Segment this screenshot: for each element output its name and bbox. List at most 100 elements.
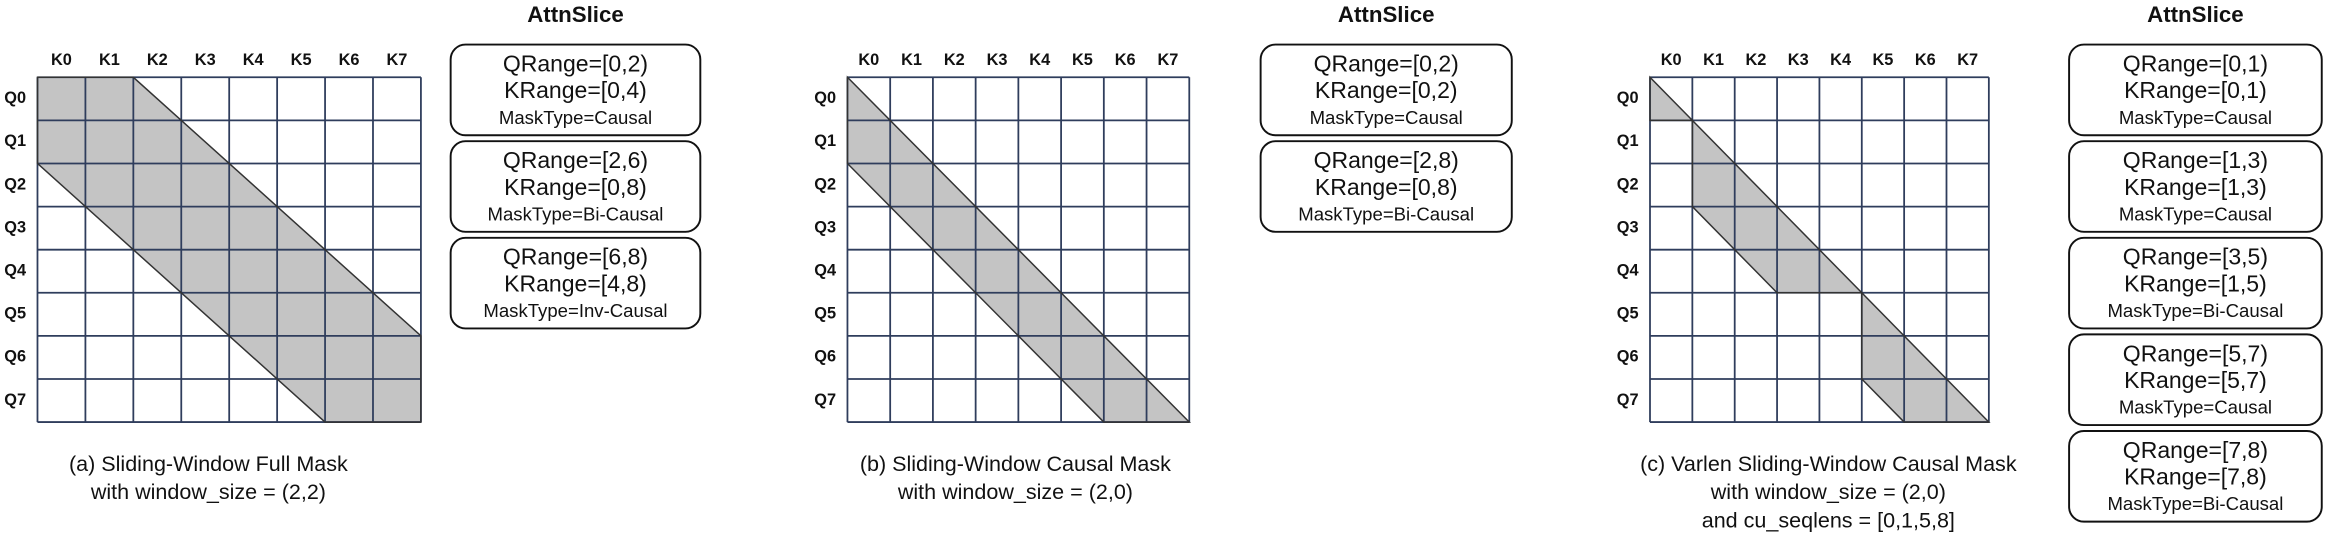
panel: K0 K1 K2 K3 K4 K5 K6 K7 Q0 Q1 Q2 Q3 Q4 Q5 Q6 Q7 AttnSlic… [1617,2,2323,532]
mask-outline [1861,290,1991,423]
row-label: Q1 [814,132,836,150]
column-label: K7 [387,51,408,69]
column-label: K5 [1873,51,1894,69]
mask-type: MaskType=Bi-Causal [2107,300,2283,321]
q-range: QRange=[0,1) [2123,50,2268,76]
row-label: Q6 [814,348,836,366]
row-label: Q1 [1617,132,1639,150]
slices-title: AttnSlice [2147,2,2244,27]
column-label: K5 [1072,51,1093,69]
row-label: Q2 [4,175,26,193]
row-label: Q7 [814,391,836,409]
caption: with window_size = (2,0) [1710,480,1946,504]
k-range: KRange=[1,3) [2124,174,2267,200]
mask-type: MaskType=Causal [1310,107,1463,128]
k-range: KRange=[0,8) [1315,174,1458,200]
column-label: K4 [1830,51,1851,69]
q-range: QRange=[2,8) [1314,147,1459,173]
column-label: K4 [1029,51,1050,69]
q-range: QRange=[2,6) [503,147,648,173]
caption: (c) Varlen Sliding-Window Causal Mask [1640,452,2017,476]
k-range: KRange=[0,1) [2124,77,2267,103]
slice-box [449,140,702,233]
k-range: KRange=[1,5) [2124,270,2267,296]
column-label: K6 [339,51,360,69]
q-range: QRange=[5,7) [2123,340,2268,366]
caption: and cu_seqlens = [0,1,5,8] [1702,508,1955,532]
column-label: K3 [1788,51,1809,69]
column-label: K1 [1703,51,1724,69]
row-label: Q6 [4,348,26,366]
mask-outline [36,76,422,423]
slice-box [2068,236,2323,330]
row-label: Q6 [1617,348,1639,366]
column-label: K0 [51,51,72,69]
row-label: Q3 [4,218,26,236]
row-label: Q0 [814,89,836,107]
mask-type: MaskType=Causal [2119,107,2272,128]
column-label: K5 [291,51,312,69]
row-label: Q7 [1617,391,1639,409]
caption: (a) Sliding-Window Full Mask [69,452,348,476]
slice-box [1259,140,1513,233]
mask-type: MaskType=Causal [2119,397,2272,418]
mask-type: MaskType=Causal [2119,203,2272,224]
k-range: KRange=[5,7) [2124,367,2267,393]
mask-type: MaskType=Bi-Causal [2107,493,2283,514]
row-label: Q0 [1617,89,1639,107]
column-label: K2 [944,51,965,69]
row-label: Q3 [814,218,836,236]
caption: (b) Sliding-Window Causal Mask [860,452,1171,476]
column-label: K1 [99,51,120,69]
row-label: Q3 [1617,218,1639,236]
k-range: KRange=[0,8) [504,174,647,200]
q-range: QRange=[3,5) [2123,244,2268,270]
row-label: Q1 [4,132,26,150]
k-range: KRange=[0,2) [1315,77,1458,103]
row-label: Q0 [4,89,26,107]
slices-title: AttnSlice [527,2,624,27]
k-range: KRange=[7,8) [2124,464,2267,490]
slice-box [2068,333,2323,427]
row-label: Q5 [1617,305,1639,323]
row-label: Q5 [4,305,26,323]
panel: K0 K1 K2 K3 K4 K5 K6 K7 Q0 Q1 Q2 Q3 Q4 Q5 Q6 Q7 AttnSlic… [814,2,1513,504]
slice-box [449,43,702,137]
k-range: KRange=[0,4) [504,77,647,103]
slice-box [1259,43,1513,137]
row-label: Q4 [1617,262,1639,280]
q-range: QRange=[7,8) [2123,437,2268,463]
mask-type: MaskType=Inv-Causal [483,300,667,321]
panel: K0 K1 K2 K3 K4 K5 K6 K7 Q0 Q1 Q2 Q3 Q4 Q5 Q6 Q7 AttnSlic… [4,2,702,504]
mask-outline [1649,75,1695,122]
row-label: Q5 [814,305,836,323]
mask-outline [1691,118,1864,294]
column-label: K2 [1745,51,1766,69]
column-label: K6 [1915,51,1936,69]
row-label: Q4 [4,262,26,280]
slice-box [2068,43,2323,137]
column-label: K0 [858,51,879,69]
column-label: K0 [1661,51,1682,69]
slice-box [2068,140,2323,233]
mask-type: MaskType=Causal [499,107,652,128]
row-label: Q2 [814,175,836,193]
mask-type: MaskType=Bi-Causal [488,203,664,224]
caption: with window_size = (2,0) [897,480,1133,504]
mask-type: MaskType=Bi-Causal [1298,203,1474,224]
q-range: QRange=[0,2) [1314,50,1459,76]
mask-outline [846,75,1192,423]
q-range: QRange=[0,2) [503,50,648,76]
slice-box [2068,430,2323,523]
q-range: QRange=[6,8) [503,244,648,270]
column-label: K1 [901,51,922,69]
slices-title: AttnSlice [1338,2,1435,27]
k-range: KRange=[4,8) [504,270,647,296]
q-range: QRange=[1,3) [2123,147,2268,173]
column-label: K4 [243,51,264,69]
column-label: K7 [1157,51,1178,69]
row-label: Q2 [1617,175,1639,193]
column-label: K6 [1115,51,1136,69]
